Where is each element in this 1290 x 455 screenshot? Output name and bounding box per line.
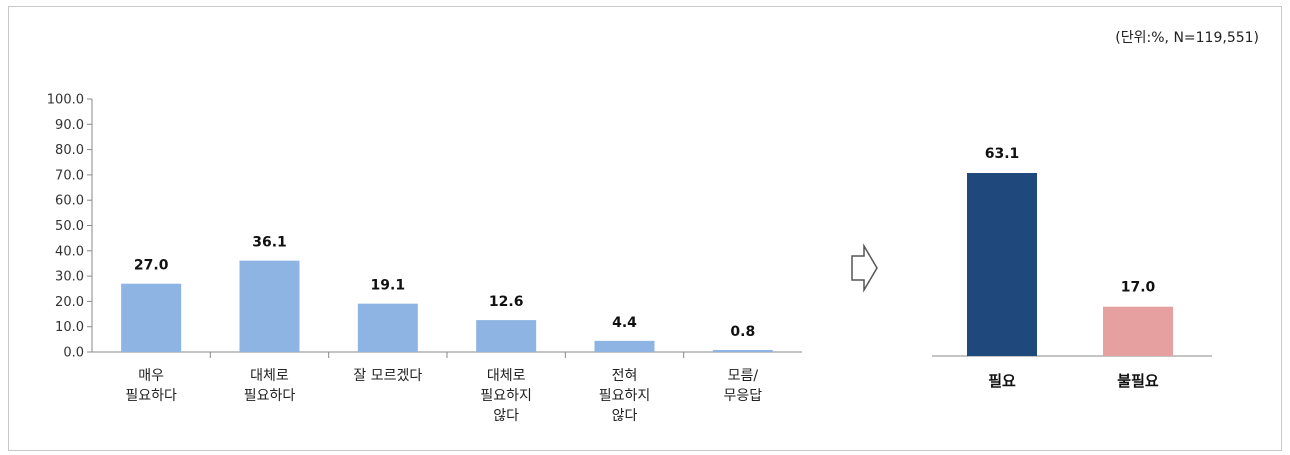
data-label: 27.0	[134, 258, 169, 274]
y-tick-label: 50.0	[55, 219, 84, 234]
bar	[239, 260, 300, 352]
x-tick-label: 잘 모르겠다	[353, 368, 422, 384]
y-tick-label: 40.0	[55, 244, 84, 259]
y-tick-label: 20.0	[55, 295, 84, 310]
bar	[594, 340, 655, 352]
y-tick-label: 80.0	[55, 143, 84, 158]
y-tick-label: 10.0	[55, 320, 84, 335]
unit-note: (단위:%, N=119,551)	[1115, 30, 1259, 46]
right-arrow-icon	[851, 243, 878, 293]
data-label: 12.6	[489, 294, 524, 310]
x-tick-label: 모름/무응답	[724, 368, 763, 404]
x-tick-label: 필요	[988, 372, 1016, 390]
data-label: 17.0	[1121, 280, 1156, 296]
x-tick-label: 전혀 필요하지 않다	[599, 368, 651, 424]
x-tick-label: 대체로 필요하지 않다	[480, 368, 532, 424]
y-tick-label: 90.0	[55, 118, 84, 133]
data-label: 19.1	[371, 278, 406, 294]
data-label: 4.4	[612, 315, 637, 331]
bar	[121, 283, 182, 352]
chart-frame: (단위:%, N=119,551)	[8, 6, 1282, 451]
y-tick-label: 60.0	[55, 194, 84, 209]
y-tick-label: 70.0	[55, 168, 84, 183]
x-tick-label: 대체로 필요하다	[244, 368, 296, 404]
left-bar-chart: 0.0 10.0 20.0 30.0 40.0 50.0 60.0 70.0 80.0 90.0 1…	[47, 93, 802, 424]
y-tick-label: 100.0	[47, 93, 84, 108]
x-tick-label: 불필요	[1117, 372, 1159, 390]
bar	[476, 320, 537, 352]
data-label: 63.1	[985, 146, 1020, 162]
y-tick-label: 30.0	[55, 270, 84, 285]
bar	[967, 173, 1037, 356]
bar	[712, 349, 773, 352]
right-bar-chart: 63.1 필요 17.0 불필요	[932, 146, 1212, 390]
data-label: 36.1	[252, 235, 287, 251]
data-label: 0.8	[730, 324, 755, 340]
x-tick-label: 매우 필요하다	[125, 368, 177, 404]
y-tick-label: 0.0	[63, 346, 84, 361]
bar	[357, 303, 418, 352]
bar	[1103, 306, 1173, 356]
